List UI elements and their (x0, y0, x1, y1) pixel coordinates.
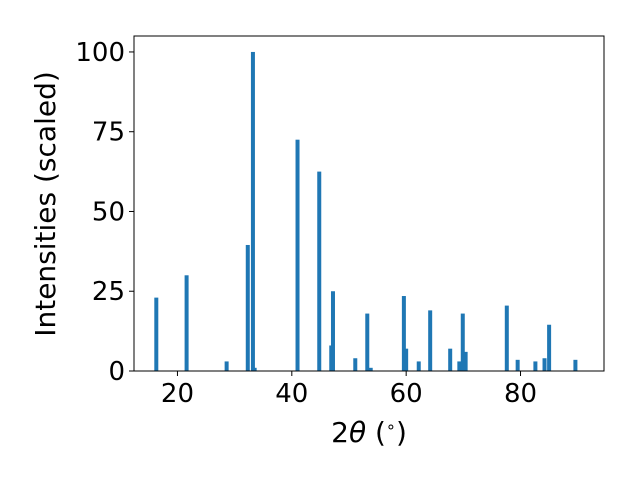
bar-peak-17 (448, 348, 453, 371)
x-tick-label-80: 80 (504, 379, 537, 409)
bar-peak-9 (330, 291, 335, 371)
bar-peak-13 (401, 296, 406, 371)
bar-peak-5 (252, 367, 257, 371)
x-tick-label-60: 60 (390, 379, 423, 409)
bar-peak-11 (365, 313, 370, 371)
plot-frame (133, 35, 605, 372)
y-axis-label: Intensities (scaled) (29, 71, 62, 337)
y-tick-label-50: 50 (92, 197, 125, 227)
bar-peak-2 (224, 361, 229, 371)
y-tick-label-75: 75 (92, 118, 125, 148)
x-axis-ticks: 20 40 60 80 (161, 371, 537, 409)
bars-group (154, 51, 578, 371)
bar-peak-16 (428, 310, 433, 371)
bar-peak-18 (457, 361, 462, 371)
bar-peak-7 (317, 171, 322, 371)
bar-peak-1 (184, 275, 189, 371)
bar-peak-4 (250, 51, 255, 371)
bar-peak-23 (533, 361, 538, 371)
bar-peak-24 (542, 358, 547, 371)
bar-peak-3 (245, 244, 250, 371)
bar-peak-22 (515, 359, 520, 371)
bar-peak-0 (154, 297, 159, 371)
bar-peak-19 (460, 313, 465, 371)
bar-peak-14 (404, 348, 409, 371)
bar-peak-25 (547, 324, 552, 371)
y-tick-label-0: 0 (108, 357, 125, 387)
x-tick-label-40: 40 (275, 379, 308, 409)
bar-peak-12 (368, 367, 373, 371)
bar-peak-21 (504, 305, 509, 371)
bar-peak-10 (353, 358, 358, 371)
x-tick-label-20: 20 (161, 379, 194, 409)
x-axis-label: 2θ (∘) (331, 416, 407, 449)
y-tick-label-25: 25 (92, 277, 125, 307)
bar-peak-15 (416, 361, 421, 371)
bar-peak-26 (573, 359, 578, 371)
bar-peak-20 (463, 351, 468, 371)
bar-peak-6 (295, 139, 300, 371)
y-axis-ticks: 0 25 50 75 100 (75, 38, 134, 387)
y-tick-label-100: 100 (75, 38, 125, 68)
